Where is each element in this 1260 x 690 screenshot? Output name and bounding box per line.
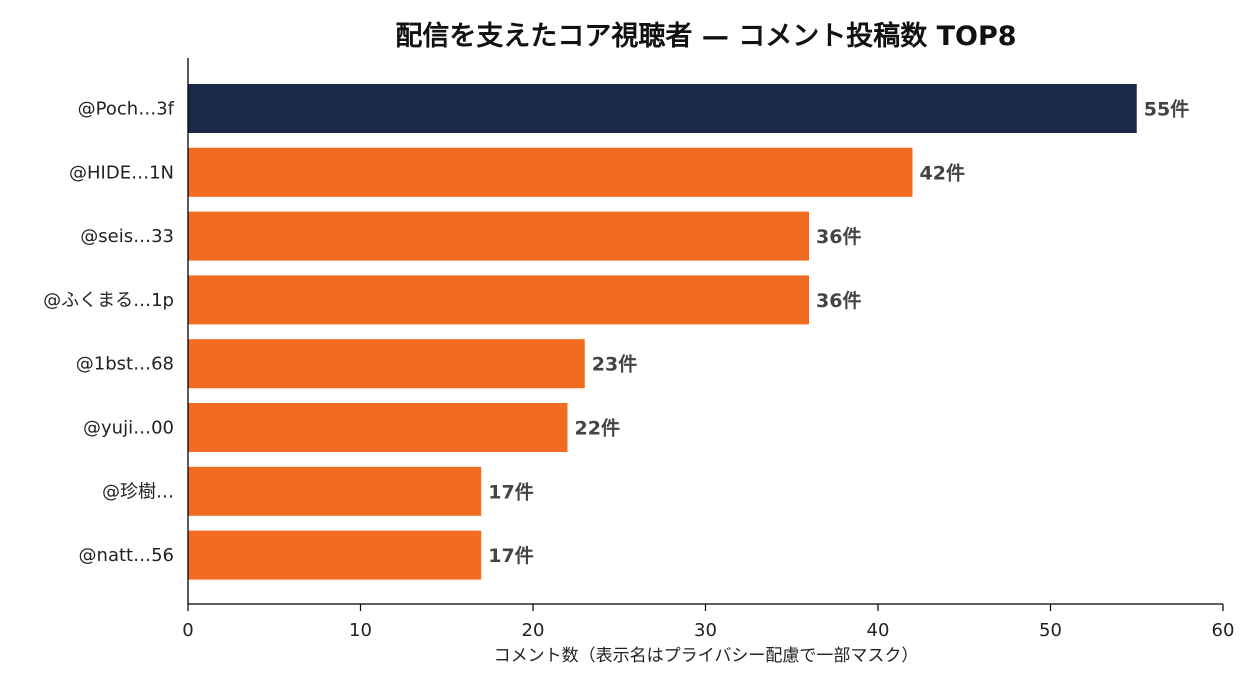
- bar-2: [188, 147, 913, 197]
- x-tick-label-40: 40: [867, 620, 890, 641]
- category-label-1: @Poch…3f: [78, 99, 175, 120]
- category-label-4: @ふくまる…1p: [43, 290, 174, 311]
- bar-7: [188, 466, 482, 516]
- bar-3: [188, 211, 809, 261]
- value-label-6: 22件: [575, 417, 620, 440]
- category-label-8: @natt…56: [79, 545, 174, 566]
- category-label-3: @seis…33: [80, 226, 174, 247]
- x-tick-label-60: 60: [1212, 620, 1235, 641]
- category-labels: @Poch…3f @HIDE…1N @seis…33 @ふくまる…1p @1bst…68…: [43, 99, 175, 567]
- bar-8: [188, 530, 482, 580]
- bar-5: [188, 339, 585, 389]
- value-label-4: 36件: [816, 289, 861, 312]
- x-tick-label-10: 10: [349, 620, 372, 641]
- value-label-7: 17件: [488, 480, 533, 503]
- value-label-1: 55件: [1144, 98, 1189, 121]
- category-label-7: @珍樹…: [102, 481, 174, 502]
- chart-title: 配信を支えたコア視聴者 — コメント投稿数 TOP8: [395, 20, 1016, 52]
- value-label-8: 17件: [488, 544, 533, 567]
- bar-6: [188, 403, 568, 452]
- x-tick-label-30: 30: [694, 620, 717, 641]
- bar-1: [188, 84, 1137, 133]
- value-labels: 55件 42件 36件 36件 23件 22件 17件 17件: [488, 98, 1189, 568]
- x-tick-label-20: 20: [522, 620, 545, 641]
- bar-4: [188, 275, 809, 325]
- category-label-6: @yuji…00: [83, 418, 174, 439]
- x-axis-label: コメント数（表示名はプライバシー配慮で一部マスク）: [494, 646, 919, 666]
- value-label-3: 36件: [816, 225, 861, 248]
- value-label-2: 42件: [920, 161, 965, 184]
- x-tick-label-50: 50: [1039, 620, 1062, 641]
- bars-group: [188, 84, 1137, 580]
- category-label-2: @HIDE…1N: [69, 162, 174, 183]
- x-tick-label-0: 0: [182, 620, 193, 641]
- value-label-5: 23件: [592, 353, 637, 376]
- category-label-5: @1bst…68: [76, 354, 174, 375]
- x-axis-ticks: 0 10 20 30 40 50 60: [182, 604, 1234, 641]
